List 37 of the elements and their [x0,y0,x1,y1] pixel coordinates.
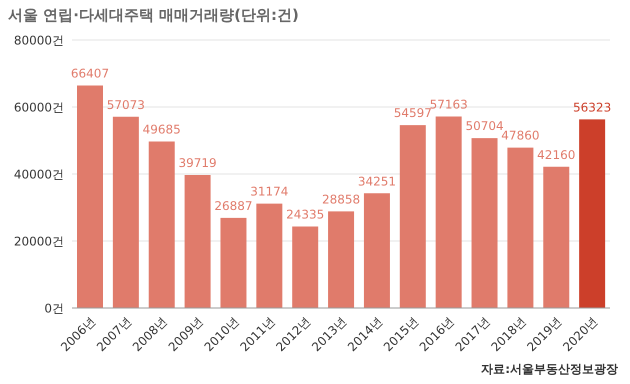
bar [77,86,103,308]
y-tick-label: 60000건 [14,100,64,114]
bar [436,116,462,308]
y-tick-label: 20000건 [14,234,64,248]
data-label: 56323 [573,100,612,114]
data-label: 50704 [465,119,504,134]
bar [112,116,139,308]
data-label: 49685 [142,122,181,137]
bar [220,218,246,308]
data-label: 39719 [178,156,217,170]
data-label: 47860 [501,128,540,143]
data-label: 54597 [394,106,432,120]
bar [400,125,426,308]
data-label: 57073 [106,98,145,112]
y-tick-label: 80000건 [14,33,64,48]
text: 자료:서울부동산정보광장 [481,361,618,378]
bar [328,211,354,308]
data-label: 34251 [358,174,396,188]
data-label: 31174 [250,184,288,199]
bar [148,142,175,308]
data-label: 28858 [322,192,360,206]
bar [256,204,282,308]
y-tick-label: 0건 [44,301,64,316]
data-label: 57163 [430,98,468,112]
bar [184,174,211,308]
y-tick-label: 40000건 [14,167,64,182]
data-label: 26887 [214,198,253,213]
bar [579,119,606,308]
bar [543,166,570,308]
data-label: 66407 [70,66,110,81]
data-label: 42160 [537,148,576,162]
bar [292,226,318,308]
chart-title: 서울 연립·다세대주택 매매거래량(단위:건) [8,6,299,25]
data-label: 24335 [286,207,324,222]
bar [364,193,390,308]
bar [507,148,534,308]
bar [472,138,498,308]
